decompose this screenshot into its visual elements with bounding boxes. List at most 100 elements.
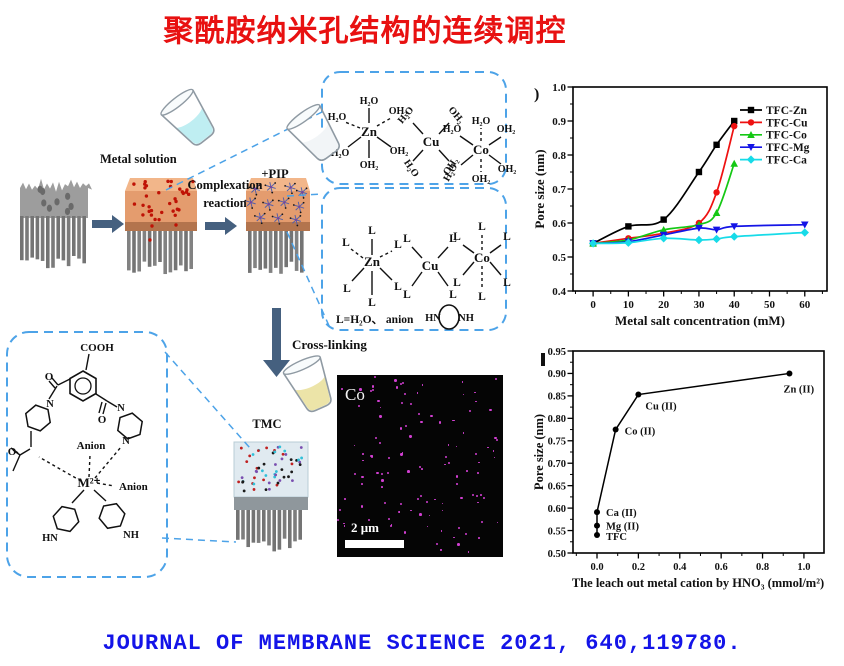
svg-text:L: L (503, 277, 511, 289)
acetyl-o-label: O (8, 446, 17, 458)
svg-text:0.8: 0.8 (756, 562, 769, 573)
svg-text:0.7: 0.7 (552, 184, 566, 196)
callout-line (286, 193, 323, 197)
anion-label: Anion (119, 481, 148, 493)
svg-text:L: L (368, 297, 376, 309)
x-axis-title: Metal salt concentration (mM) (615, 313, 785, 328)
pip-label: +PIP (261, 167, 289, 181)
svg-text:OH₂: OH₂ (360, 160, 379, 171)
svg-text:L: L (449, 289, 457, 301)
svg-text:OH₂: OH₂ (389, 106, 408, 117)
svg-text:TFC-Mg: TFC-Mg (766, 142, 810, 154)
svg-text:10: 10 (623, 299, 635, 311)
point-label-Zn (II): Zn (II) (783, 384, 814, 395)
y-axis-title: Pore size (nm) (532, 149, 547, 228)
L-ligand-labels: L L L L L L L L L L L L L L L L (342, 221, 511, 309)
svg-text:TFC-Co: TFC-Co (766, 130, 807, 142)
eds-scale-label: 2 μm (351, 520, 379, 535)
svg-text:L: L (478, 291, 486, 303)
chart-axes: 0 10 20 30 40 50 60 0.4 0.5 0.6 0.7 0.8 0.9 1.0 (552, 82, 828, 311)
cropped-panel-label: ) (534, 86, 540, 103)
point-label-Co (II): Co (II) (625, 427, 656, 438)
zn-aqua-center: Zn (361, 124, 378, 139)
svg-text:TFC-Ca: TFC-Ca (766, 155, 807, 167)
svg-text:30: 30 (693, 299, 705, 311)
page-title: 聚酰胺纳米孔结构的连续调控 (163, 14, 567, 49)
process-flow-diagram: Metal solution Complexation reaction +PI… (6, 71, 517, 578)
ligand-definition: L=H₂O、 anion (336, 314, 414, 326)
svg-text:40: 40 (729, 299, 741, 311)
beaker-tmc (282, 355, 332, 413)
svg-text:0.4: 0.4 (552, 286, 566, 298)
point-label-Mg (II): Mg (II) (606, 522, 639, 533)
callout-line (161, 537, 237, 543)
callout-line (164, 351, 251, 449)
svg-text:OH₂: OH₂ (390, 146, 409, 157)
nh-label: NH (123, 530, 139, 541)
svg-text:L: L (403, 289, 411, 301)
svg-text:0.65: 0.65 (548, 481, 566, 492)
svg-text:0.75: 0.75 (548, 437, 566, 448)
svg-text:0.8: 0.8 (552, 150, 566, 162)
ring-nh-label: NH (458, 313, 474, 324)
svg-text:OH₂: OH₂ (498, 164, 517, 175)
hn-label: HN (42, 533, 58, 544)
complexation-label-line2: reaction (203, 196, 247, 210)
svg-text:L: L (343, 283, 351, 295)
aqua-complex-box (321, 71, 507, 185)
svg-text:L: L (449, 233, 457, 245)
svg-text:L: L (503, 231, 511, 243)
membrane-initial (20, 178, 92, 269)
zn-ligand-center: Zn (364, 254, 381, 269)
cu-ligand-center: Cu (422, 258, 439, 273)
arrow-down-icon (263, 360, 290, 377)
point-label-Ca (II): Ca (II) (606, 508, 637, 519)
cu-aqua-center: Cu (423, 134, 440, 149)
svg-text:H₂O: H₂O (360, 96, 379, 107)
metal-center-label: M²⁺ (77, 475, 100, 490)
svg-text:L: L (342, 237, 350, 249)
carbonyl-o-label: O (45, 371, 54, 383)
tmc-label: TMC (252, 417, 281, 431)
membrane-complexed (244, 178, 310, 274)
point-label-Cu (II): Cu (II) (645, 402, 677, 413)
svg-text:H₂O: H₂O (328, 112, 347, 123)
callout-line (286, 231, 331, 329)
svg-text:0.50: 0.50 (548, 549, 566, 560)
svg-text:0: 0 (590, 299, 596, 311)
point-label-TFC: TFC (606, 532, 627, 543)
cropped-panel-label (541, 353, 545, 366)
x-axis-title: The leach out metal cation by HNO₃ (mmol… (572, 576, 824, 590)
svg-text:0.90: 0.90 (548, 369, 566, 380)
y-axis-title: Pore size (nm) (532, 414, 546, 490)
svg-text:1.0: 1.0 (552, 82, 566, 94)
svg-text:0.55: 0.55 (548, 526, 566, 537)
svg-text:L: L (368, 225, 376, 237)
chemical-bonds (10, 108, 502, 504)
n-label: N (117, 403, 125, 414)
eds-map-panel: Co 2 μm (337, 375, 503, 557)
svg-text:0.6: 0.6 (715, 562, 728, 573)
metal-solution-label: Metal solution (100, 152, 177, 166)
crosslinking-label: Cross-linking (292, 337, 367, 352)
svg-text:H₂O: H₂O (401, 158, 421, 180)
piperazine-ring-icon (438, 304, 460, 330)
pore-size-vs-concentration-chart: 0 10 20 30 40 50 60 0.4 0.5 0.6 0.7 0.8 0.9 1.0 Metal … (530, 82, 844, 332)
svg-text:20: 20 (658, 299, 670, 311)
arrow-down-icon (272, 308, 281, 362)
arrow-right-icon (92, 215, 124, 233)
svg-text:0.95: 0.95 (548, 347, 566, 358)
svg-text:0.85: 0.85 (548, 392, 566, 403)
membrane-metal-loaded (125, 178, 197, 275)
svg-text:H₂O: H₂O (472, 116, 491, 127)
complexation-label-line1: Complexation (188, 178, 263, 192)
svg-text:0.0: 0.0 (590, 562, 603, 573)
svg-text:0.2: 0.2 (632, 562, 645, 573)
svg-text:H₂O: H₂O (331, 148, 350, 159)
svg-text:0.9: 0.9 (552, 116, 566, 128)
svg-text:60: 60 (799, 299, 811, 311)
membrane-final-tfc (233, 441, 309, 552)
